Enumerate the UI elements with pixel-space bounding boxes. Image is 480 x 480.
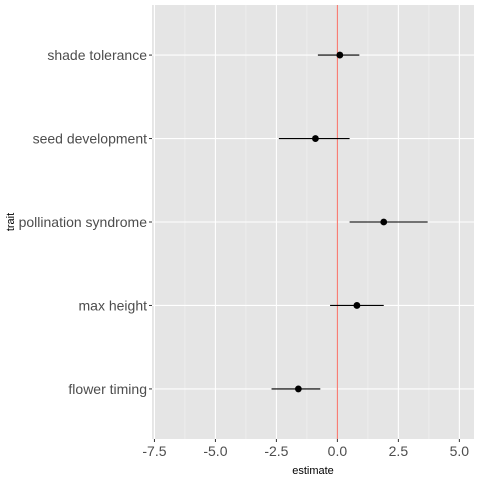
y-tick-label: max height	[79, 297, 148, 313]
x-tick-label: 2.5	[389, 443, 409, 459]
estimate-point	[353, 302, 361, 309]
x-axis-ticks	[153, 439, 460, 442]
estimate-point	[336, 51, 344, 59]
x-tick-label: 0.0	[328, 443, 348, 459]
x-tick-label: 5.0	[450, 443, 470, 459]
y-tick-label: seed development	[33, 131, 148, 147]
x-tick-label: -2.5	[264, 443, 288, 459]
y-tick-label: shade tolerance	[47, 47, 147, 63]
x-axis-title: estimate	[292, 465, 334, 477]
y-axis-tick-labels: shade tolerance seed development pollinati…	[19, 47, 148, 397]
y-tick-label: pollination syndrome	[19, 214, 148, 230]
x-tick-label: -5.0	[203, 443, 227, 459]
estimate-points	[294, 51, 388, 393]
estimate-point	[294, 385, 302, 393]
y-tick-label: flower timing	[68, 381, 147, 397]
x-tick-label: -7.5	[142, 443, 166, 459]
estimate-point	[380, 218, 388, 226]
estimate-point	[312, 135, 319, 142]
y-axis-ticks	[149, 54, 152, 390]
y-axis-title: trait	[5, 213, 17, 231]
x-axis-tick-labels: -7.5 -5.0 -2.5 0.0 2.5 5.0	[142, 443, 469, 459]
